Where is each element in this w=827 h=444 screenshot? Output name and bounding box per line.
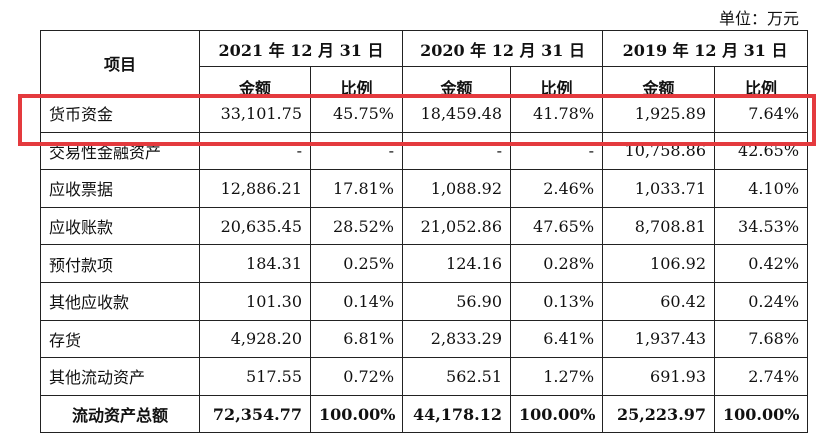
- cell-amount: 8,708.81: [602, 206, 716, 246]
- cell-amount: 517.55: [199, 357, 311, 396]
- cell-ratio: 1.27%: [510, 357, 604, 396]
- cell-amount: 1,088.92: [402, 169, 512, 208]
- cell-ratio: 4.10%: [714, 169, 809, 208]
- total-ratio: 100.00%: [309, 394, 404, 434]
- cell-amount: 2,833.29: [402, 319, 512, 359]
- cell-ratio: -: [309, 131, 404, 171]
- table-row: 其他流动资产 517.55 0.72% 562.51 1.27% 691.93 …: [40, 357, 809, 396]
- table-row: 交易性金融资产 - - - - 10,758.86 42.65%: [40, 131, 809, 171]
- row-label: 其他应收款: [40, 281, 200, 321]
- cell-ratio: 34.53%: [714, 206, 809, 246]
- cell-ratio: 7.68%: [714, 319, 809, 359]
- total-amount: 72,354.77: [199, 394, 311, 434]
- cell-ratio: 2.74%: [714, 357, 809, 396]
- row-label: 应收账款: [40, 206, 200, 246]
- total-label: 流动资产总额: [40, 394, 200, 434]
- cell-amount: -: [199, 131, 311, 171]
- total-amount: 44,178.12: [402, 394, 512, 434]
- cell-amount: 124.16: [402, 244, 512, 283]
- cell-ratio: 47.65%: [510, 206, 604, 246]
- cell-amount: 12,886.21: [199, 169, 311, 208]
- table-row: 货币资金 33,101.75 45.75% 18,459.48 41.78% 1…: [40, 94, 809, 133]
- cell-ratio: 17.81%: [309, 169, 404, 208]
- header-year-2019: 2019 年 12 月 31 日: [602, 30, 809, 67]
- unit-label: 单位：万元: [718, 9, 799, 28]
- header-ratio: 比例: [510, 66, 604, 95]
- header-row-subcolumns: 金额 比例 金额 比例 金额 比例: [41, 66, 809, 95]
- cell-amount: 691.93: [602, 357, 716, 396]
- cell-amount: 1,937.43: [602, 319, 716, 359]
- cell-amount: 562.51: [402, 357, 512, 396]
- current-assets-table: 项目 2021 年 12 月 31 日 2020 年 12 月 31 日 201…: [40, 30, 809, 434]
- header-item: 项目: [40, 30, 200, 95]
- row-label: 预付款项: [40, 244, 200, 283]
- cell-amount: 184.31: [199, 244, 311, 283]
- cell-amount: 10,758.86: [602, 131, 716, 171]
- cell-ratio: 6.41%: [510, 319, 604, 359]
- row-label: 应收票据: [40, 169, 200, 208]
- cell-ratio: 2.46%: [510, 169, 604, 208]
- header-amount: 金额: [602, 66, 716, 95]
- header-year-2021: 2021 年 12 月 31 日: [198, 30, 404, 67]
- row-label: 交易性金融资产: [40, 131, 200, 171]
- cell-amount: 106.92: [602, 244, 716, 283]
- cell-amount: 4,928.20: [199, 319, 311, 359]
- cell-amount: 1,033.71: [602, 169, 716, 208]
- table-row: 应收账款 20,635.45 28.52% 21,052.86 47.65% 8…: [40, 206, 809, 246]
- cell-amount: 21,052.86: [402, 206, 512, 246]
- row-label: 货币资金: [40, 94, 200, 133]
- row-label: 其他流动资产: [40, 357, 200, 396]
- table-row: 应收票据 12,886.21 17.81% 1,088.92 2.46% 1,0…: [40, 169, 809, 208]
- cell-ratio: 0.72%: [309, 357, 404, 396]
- cell-ratio: 6.81%: [309, 319, 404, 359]
- cell-amount: -: [402, 131, 512, 171]
- header-amount: 金额: [402, 66, 512, 95]
- header-amount: 金额: [199, 66, 311, 95]
- cell-ratio: 28.52%: [309, 206, 404, 246]
- header-row-years: 项目 2021 年 12 月 31 日 2020 年 12 月 31 日 201…: [40, 30, 809, 95]
- header-year-2020: 2020 年 12 月 31 日: [402, 30, 604, 67]
- total-row: 流动资产总额 72,354.77 100.00% 44,178.12 100.0…: [40, 394, 809, 434]
- table-row: 其他应收款 101.30 0.14% 56.90 0.13% 60.42 0.2…: [40, 281, 809, 321]
- cell-amount: 60.42: [602, 281, 716, 321]
- cell-ratio: 45.75%: [309, 94, 404, 133]
- cell-ratio: 0.13%: [510, 281, 604, 321]
- total-amount: 25,223.97: [602, 394, 716, 434]
- table-row: 存货 4,928.20 6.81% 2,833.29 6.41% 1,937.4…: [40, 319, 809, 359]
- cell-amount: 1,925.89: [602, 94, 716, 133]
- cell-amount: 18,459.48: [402, 94, 512, 133]
- cell-amount: 56.90: [402, 281, 512, 321]
- total-ratio: 100.00%: [510, 394, 604, 434]
- cell-ratio: -: [510, 131, 604, 171]
- row-label: 存货: [40, 319, 200, 359]
- total-ratio: 100.00%: [714, 394, 809, 434]
- cell-ratio: 0.24%: [714, 281, 809, 321]
- header-ratio: 比例: [309, 66, 404, 95]
- cell-ratio: 0.25%: [309, 244, 404, 283]
- cell-amount: 20,635.45: [199, 206, 311, 246]
- cell-ratio: 0.14%: [309, 281, 404, 321]
- cell-ratio: 7.64%: [714, 94, 809, 133]
- cell-ratio: 41.78%: [510, 94, 604, 133]
- cell-amount: 33,101.75: [199, 94, 311, 133]
- header-ratio: 比例: [714, 66, 809, 95]
- cell-amount: 101.30: [199, 281, 311, 321]
- cell-ratio: 42.65%: [714, 131, 809, 171]
- cell-ratio: 0.42%: [714, 244, 809, 283]
- cell-ratio: 0.28%: [510, 244, 604, 283]
- table-row: 预付款项 184.31 0.25% 124.16 0.28% 106.92 0.…: [40, 244, 809, 283]
